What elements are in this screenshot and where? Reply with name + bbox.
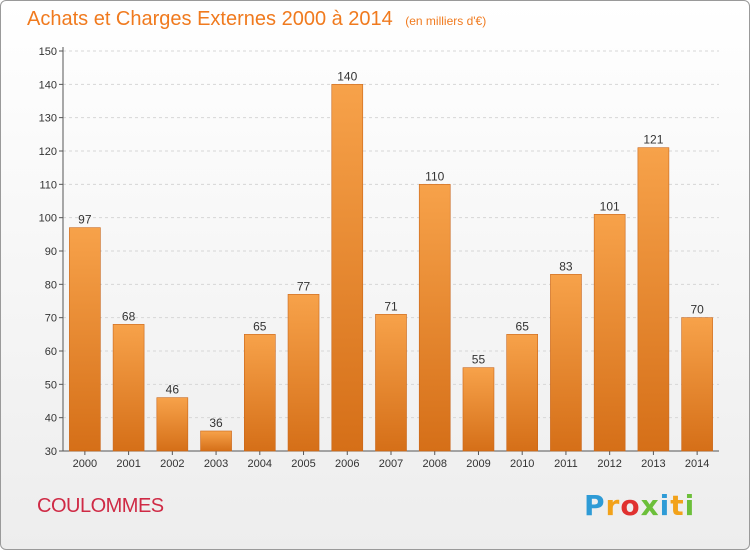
x-tick-label-2004: 2004	[248, 458, 272, 470]
y-tick-label: 100	[39, 213, 57, 225]
value-label-2002: 46	[166, 383, 180, 397]
x-tick-label-2011: 2011	[554, 458, 578, 470]
bar-2002	[156, 397, 189, 452]
value-label-2011: 83	[559, 259, 573, 273]
bar-2010	[506, 334, 539, 452]
bar-2013	[637, 147, 670, 452]
bars	[69, 84, 713, 452]
y-tick-label: 150	[39, 46, 57, 58]
bar-2000	[69, 227, 101, 452]
x-tick-label-2009: 2009	[466, 458, 490, 470]
city-name: COULOMMES	[37, 495, 164, 517]
logo-letter: o	[620, 489, 641, 522]
value-label-2014: 70	[690, 303, 704, 317]
value-label-2006: 140	[337, 69, 357, 83]
logo-letter: x	[640, 489, 660, 522]
bar-2008	[418, 184, 451, 452]
bar-2011	[550, 274, 582, 452]
bar-2006	[331, 84, 364, 452]
y-tick-label: 110	[39, 179, 57, 191]
x-tick-label-2012: 2012	[597, 458, 621, 470]
bar-2003	[200, 430, 232, 452]
y-tick-label: 60	[45, 346, 57, 358]
logo-letter: t	[670, 489, 685, 522]
proxiti-logo[interactable]: Proxiti	[584, 489, 695, 522]
x-tick-label-2005: 2005	[291, 458, 315, 470]
value-label-2013: 121	[643, 133, 663, 147]
bar-2012	[593, 214, 626, 452]
y-tick-label: 90	[45, 246, 57, 258]
value-label-2003: 36	[209, 416, 223, 430]
value-label-2005: 77	[297, 279, 311, 293]
y-tick-label: 30	[45, 446, 57, 458]
logo-letter: P	[584, 489, 606, 522]
value-label-2009: 55	[472, 353, 486, 367]
x-tick-label-2000: 2000	[73, 458, 97, 470]
logo-letter: r	[605, 489, 621, 522]
x-tick-label-2014: 2014	[685, 458, 709, 470]
chart-title: Achats et Charges Externes 2000 à 2014	[27, 8, 393, 30]
logo-letter: i	[659, 489, 671, 522]
value-label-2001: 68	[122, 309, 136, 323]
value-label-2007: 71	[384, 299, 398, 313]
bar-2014	[681, 317, 713, 452]
value-label-2010: 65	[516, 319, 530, 333]
y-tick-label: 120	[39, 146, 57, 158]
value-label-2000: 97	[78, 213, 92, 227]
y-tick-label: 130	[39, 113, 57, 125]
y-tick-label: 80	[45, 279, 57, 291]
bar-2005	[287, 294, 320, 452]
logo-letter: i	[684, 489, 696, 522]
y-tick-label: 50	[45, 379, 57, 391]
bar-2004	[244, 334, 276, 452]
title-row: Achats et Charges Externes 2000 à 2014 (…	[27, 8, 486, 31]
labels: 97 2000 68 2001 46 2002 36 2003 65 2004 77 2005 140 2…	[73, 69, 710, 470]
y-tick-label: 40	[45, 413, 57, 425]
x-tick-label-2013: 2013	[641, 458, 665, 470]
value-label-2012: 101	[600, 199, 620, 213]
bar-2001	[112, 324, 145, 452]
bar-2007	[375, 314, 407, 452]
x-tick-label-2006: 2006	[335, 458, 359, 470]
y-tick-label: 140	[39, 79, 57, 91]
x-tick-label-2001: 2001	[116, 458, 140, 470]
x-tick-label-2010: 2010	[510, 458, 534, 470]
chart-unit: (en milliers d'€)	[405, 14, 487, 28]
x-tick-label-2002: 2002	[160, 458, 184, 470]
value-label-2008: 110	[425, 169, 444, 183]
x-tick-label-2003: 2003	[204, 458, 228, 470]
x-tick-label-2007: 2007	[379, 458, 403, 470]
bar-2009	[462, 367, 495, 452]
x-tick-label-2008: 2008	[422, 458, 446, 470]
value-label-2004: 65	[253, 319, 267, 333]
y-tick-label: 70	[45, 313, 57, 325]
